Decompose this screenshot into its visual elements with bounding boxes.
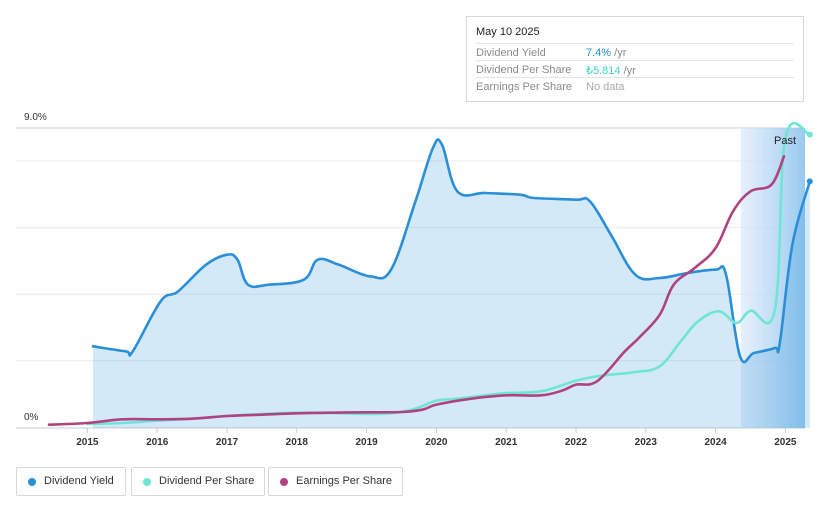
tooltip-row-dividend-yield: Dividend Yield 7.4% /yr — [476, 43, 794, 61]
x-tick-label: 2020 — [425, 437, 448, 448]
legend-dot-icon — [28, 478, 36, 486]
x-tick-label: 2022 — [565, 437, 588, 448]
tooltip-label: Dividend Per Share — [476, 64, 572, 76]
tooltip-unit: /yr — [620, 65, 636, 77]
dividend-yield-end-point — [806, 178, 813, 185]
series-lines — [47, 121, 813, 426]
tooltip-unit: /yr — [611, 47, 627, 59]
x-tick-label: 2016 — [146, 437, 169, 448]
tooltip-row-earnings-per-share: Earnings Per Share No data — [476, 77, 794, 95]
x-tick-label: 2021 — [495, 437, 518, 448]
x-tick-label: 2019 — [355, 437, 378, 448]
x-tick-label: 2015 — [76, 437, 99, 448]
legend-item-earnings-per-share[interactable]: Earnings Per Share — [268, 467, 403, 496]
legend-label: Dividend Yield — [44, 475, 114, 487]
dividend-yield-area — [92, 139, 810, 428]
x-axis-ticks: 2015 2016 2017 2018 2019 2020 2021 2022 2023 2024… — [76, 428, 797, 448]
earnings-per-share-line — [47, 155, 786, 426]
x-tick-label: 2024 — [704, 437, 727, 448]
past-label: Past — [774, 135, 796, 147]
tooltip-value: No data — [586, 81, 625, 93]
legend-label: Earnings Per Share — [296, 475, 392, 487]
series-areas — [92, 139, 810, 428]
tooltip-value-group: 7.4% /yr — [586, 47, 626, 59]
legend-label: Dividend Per Share — [159, 475, 255, 487]
x-tick-label: 2023 — [635, 437, 658, 448]
tooltip-value: ₺5.814 — [586, 65, 621, 77]
tooltip-date: May 10 2025 — [476, 26, 540, 38]
tooltip-label: Dividend Yield — [476, 47, 546, 59]
tooltip-row-dividend-per-share: Dividend Per Share ₺5.814 /yr — [476, 60, 794, 78]
tooltip-label: Earnings Per Share — [476, 81, 572, 93]
tooltip-value-group: No data — [586, 81, 625, 93]
y-axis-top-label: 9.0% — [24, 112, 47, 123]
dividend-per-share-end-point — [806, 131, 813, 138]
legend-item-dividend-per-share[interactable]: Dividend Per Share — [131, 467, 265, 496]
tooltip-value: 7.4% — [586, 47, 612, 59]
legend-dot-icon — [143, 478, 151, 486]
grid — [16, 127, 805, 429]
legend-dot-icon — [280, 478, 288, 486]
forecast-band — [740, 128, 805, 428]
tooltip-panel: May 10 2025 Dividend Yield 7.4% /yr Divi… — [466, 16, 804, 102]
x-tick-label: 2018 — [286, 437, 309, 448]
tooltip-value-group: ₺5.814 /yr — [586, 64, 636, 77]
y-axis-bottom-label: 0% — [24, 412, 39, 423]
dividend-yield-line — [91, 138, 812, 364]
x-tick-label: 2017 — [216, 437, 239, 448]
x-tick-label: 2025 — [774, 437, 797, 448]
legend-item-dividend-yield[interactable]: Dividend Yield — [16, 467, 126, 496]
